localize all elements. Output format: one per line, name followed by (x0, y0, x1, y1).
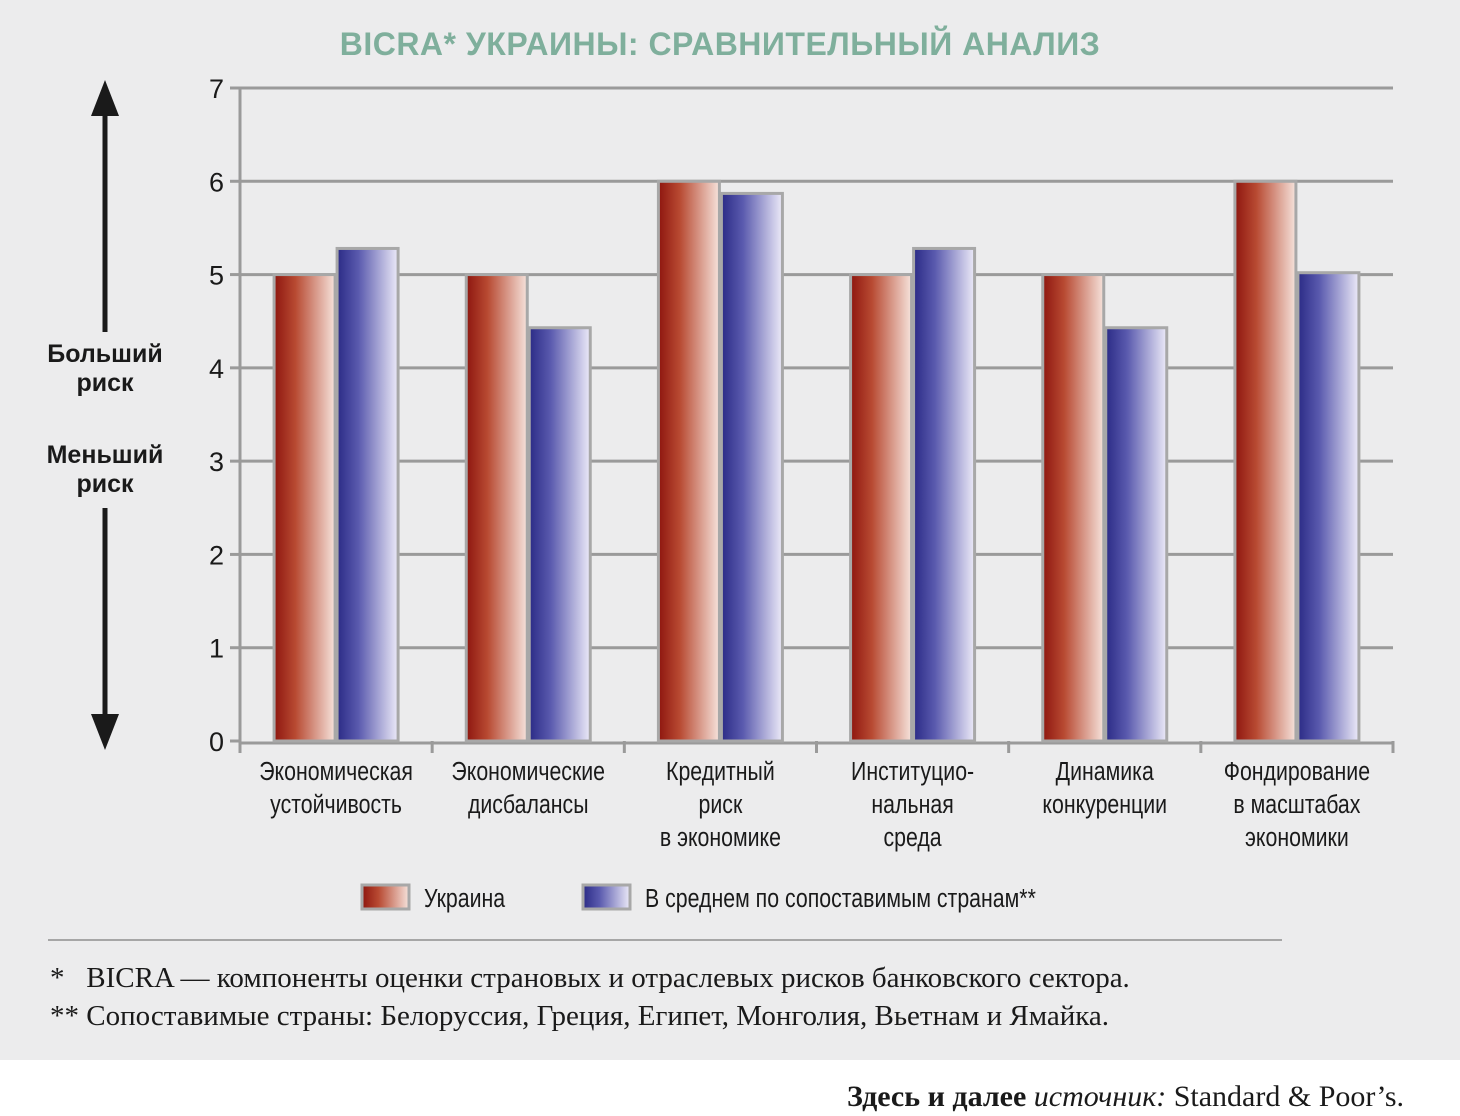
x-tick-label: Экономические (451, 757, 605, 787)
y-tick-label: 1 (209, 634, 224, 664)
x-tick-label: в экономике (660, 823, 781, 853)
x-tick-label: Фондирование (1224, 757, 1370, 787)
more-risk-label-line: Больший (47, 340, 163, 368)
bar-ukraine (656, 179, 721, 743)
bar-ukraine (272, 273, 337, 743)
legend-label: В среднем по сопоставимым странам** (645, 884, 1036, 914)
footnote-peers: ** Сопоставимые страны: Белоруссия, Грец… (50, 1000, 1110, 1032)
bar-peer-average (1296, 271, 1361, 743)
x-tick-label: Экономическая (259, 757, 413, 787)
x-tick-label: в масштабах (1233, 790, 1360, 820)
y-tick-label: 0 (209, 727, 224, 757)
x-tick-label: среда (883, 823, 942, 853)
arrow-up-head-icon (91, 80, 119, 116)
y-tick-label: 3 (209, 447, 224, 477)
less-risk-label-line: Меньший (46, 441, 164, 469)
less-risk-label: Меньший риск (30, 441, 180, 499)
x-tick-label: дисбалансы (468, 790, 589, 820)
bar-ukraine (464, 273, 529, 743)
more-risk-label: Больший риск (30, 340, 180, 398)
chart-title: BICRA* УКРАИНЫ: СРАВНИТЕЛЬНЫЙ АНАЛИЗ (339, 26, 1101, 62)
x-tick-label: Институцио- (851, 757, 974, 787)
footnote-bicra: * BICRA — компоненты оценки страновых и … (50, 962, 1130, 994)
legend-swatch (581, 883, 632, 911)
bar-ukraine (849, 273, 914, 743)
source-label: источник: (1033, 1080, 1167, 1113)
axes: 0 1 2 3 4 5 6 7 (209, 74, 1395, 757)
arrow-down-head-icon (91, 714, 119, 750)
bar-peer-average (912, 246, 977, 743)
legend-label: Украина (424, 884, 506, 914)
bar-peer-average (335, 246, 400, 743)
x-tick-label: экономики (1245, 823, 1349, 853)
footnote-divider (48, 939, 1282, 941)
y-tick-label: 6 (209, 167, 224, 197)
bar-peer-average (719, 191, 784, 743)
x-tick-label: нальная (871, 790, 953, 820)
x-tick-label: Динамика (1056, 757, 1155, 787)
gridlines (240, 86, 1393, 650)
more-risk-label-line: риск (76, 369, 134, 397)
bar-ukraine (1041, 273, 1106, 743)
bar-peer-average (527, 326, 592, 743)
chart-panel: BICRA* УКРАИНЫ: СРАВНИТЕЛЬНЫЙ АНАЛИЗ Бол… (0, 0, 1460, 1060)
legend: Украина В среднем по сопоставимым странам… (360, 883, 1036, 914)
y-tick-label: 7 (209, 74, 224, 104)
x-tick-label: Кредитный (666, 757, 775, 787)
bar-peer-average (1104, 326, 1169, 743)
y-tick-label: 5 (209, 261, 224, 291)
source-name: Standard & Poor’s. (1166, 1080, 1404, 1113)
y-tick-label: 4 (209, 354, 224, 384)
bar-ukraine (1233, 179, 1298, 743)
risk-arrows (91, 80, 119, 750)
x-tick-label: риск (699, 790, 743, 820)
bars (272, 179, 1361, 743)
source-note: Здесь и далее источник: Standard & Poor’… (847, 1080, 1404, 1114)
y-tick-label: 2 (209, 540, 224, 570)
legend-swatch (360, 883, 411, 911)
x-tick-label: устойчивость (270, 790, 402, 820)
less-risk-label-line: риск (76, 470, 134, 498)
source-prefix: Здесь и далее (846, 1080, 1034, 1113)
x-tick-label: конкуренции (1042, 790, 1167, 820)
